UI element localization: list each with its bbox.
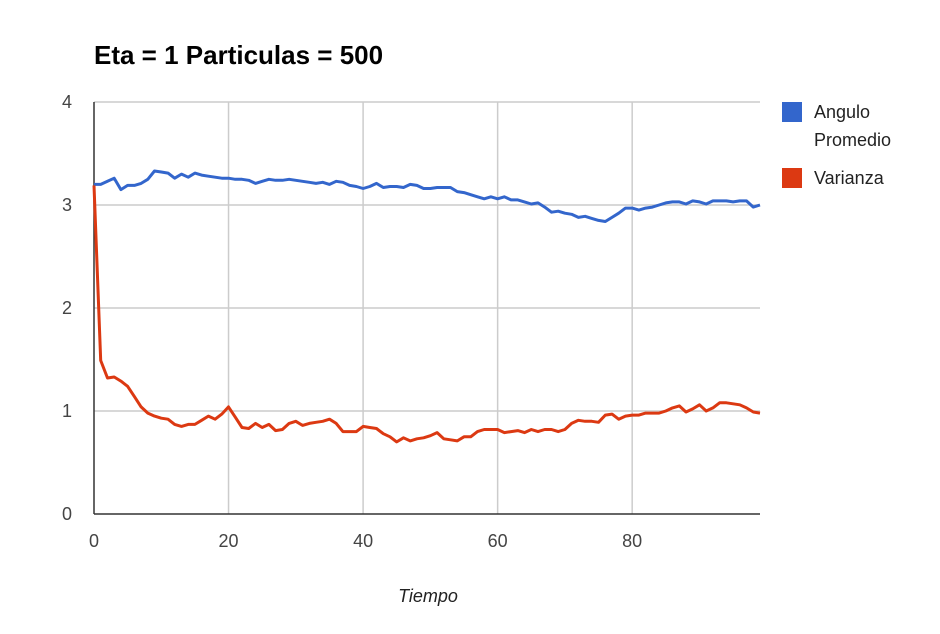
- legend-swatch: [782, 168, 802, 188]
- legend: Angulo Promedio Varianza: [782, 102, 891, 188]
- y-tick-label: 2: [62, 298, 72, 318]
- y-tick-label: 0: [62, 504, 72, 524]
- series-line-2: [92, 185, 761, 444]
- y-tick-label: 4: [62, 92, 72, 112]
- legend-swatch: [782, 102, 802, 122]
- legend-label: Varianza: [814, 168, 885, 188]
- series-line-1: [94, 169, 761, 223]
- x-tick-label: 80: [622, 531, 642, 551]
- x-tick-label: 20: [219, 531, 239, 551]
- axes: [93, 102, 760, 515]
- series-lines: [92, 169, 761, 444]
- y-tick-labels: 0 1 2 3 4: [62, 92, 72, 524]
- x-axis-label: Tiempo: [398, 586, 458, 606]
- chart-title: Eta = 1 Particulas = 500: [94, 40, 383, 70]
- y-tick-label: 1: [62, 401, 72, 421]
- grid-lines: [94, 101, 760, 514]
- x-tick-label: 60: [488, 531, 508, 551]
- y-tick-label: 3: [62, 195, 72, 215]
- x-tick-label: 0: [89, 531, 99, 551]
- legend-label: Angulo Promedio: [814, 102, 891, 150]
- x-tick-labels: 0 20 40 60 80: [89, 531, 642, 551]
- x-tick-label: 40: [353, 531, 373, 551]
